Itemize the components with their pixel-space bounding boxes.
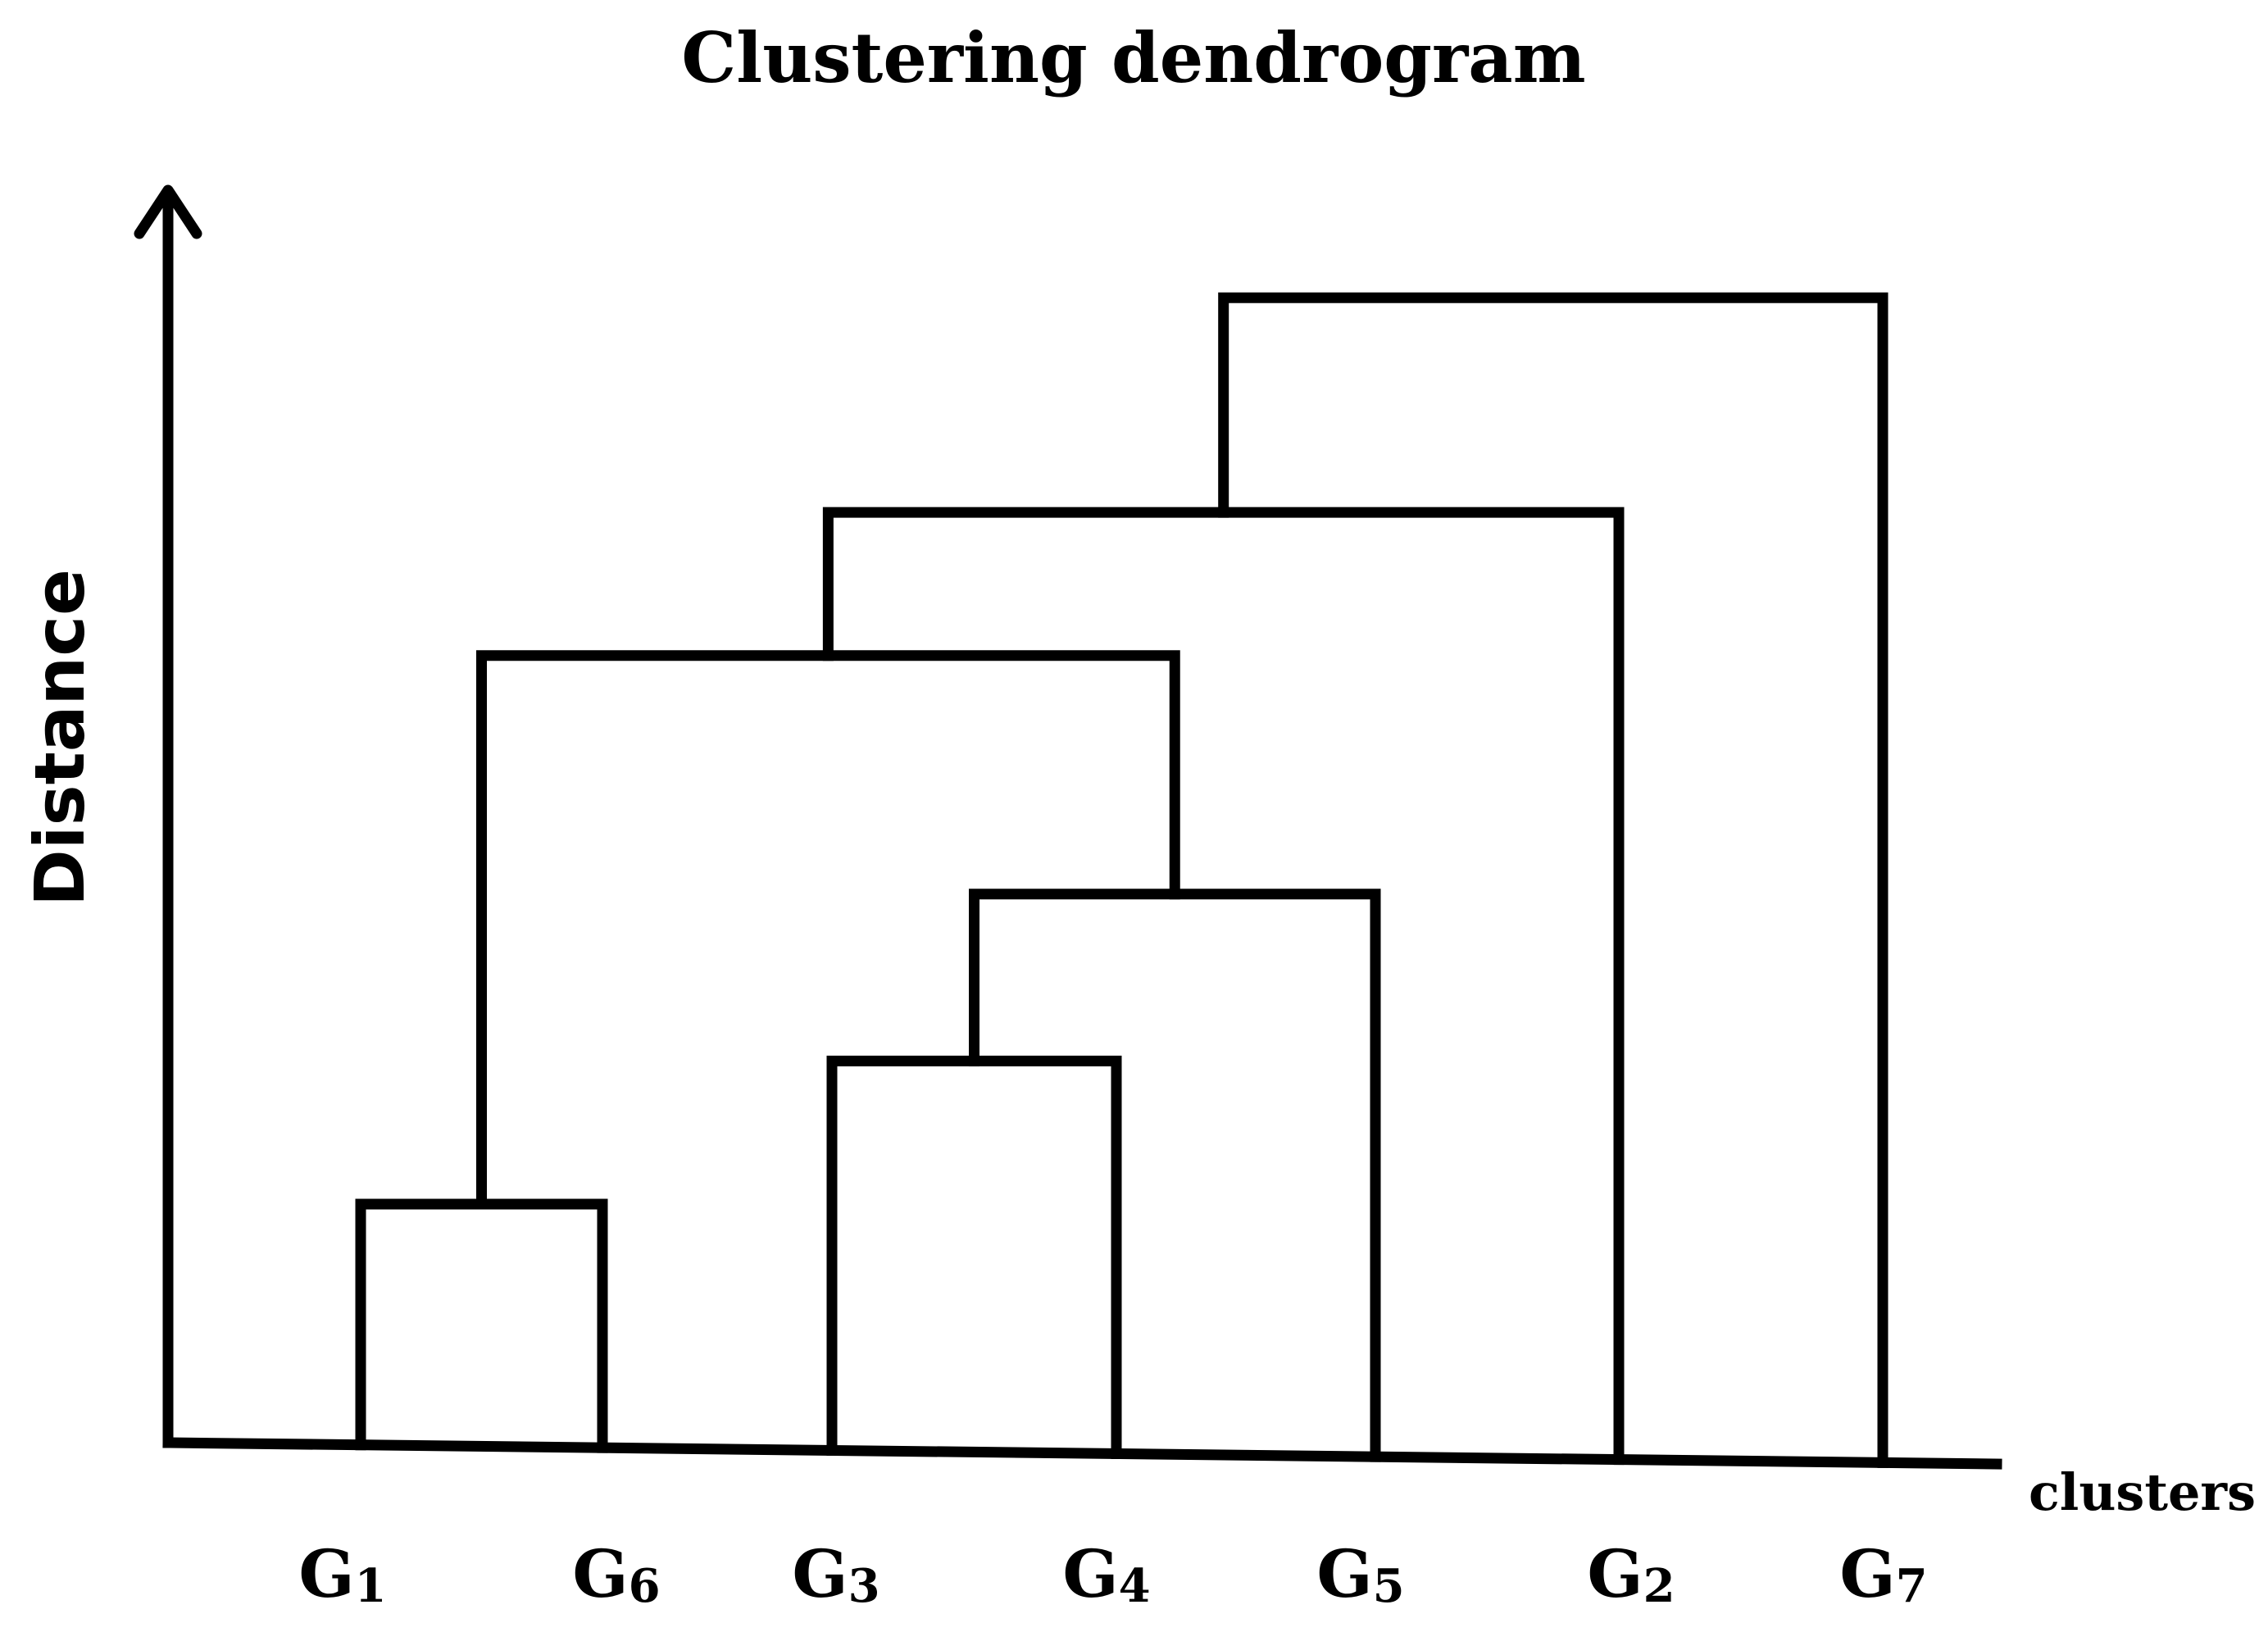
- leaf-label-g5: G5: [1316, 1535, 1404, 1613]
- leaf-index: 7: [1896, 1559, 1928, 1613]
- leaf-letter: G: [1062, 1535, 1118, 1612]
- leaf-index: 4: [1119, 1559, 1151, 1613]
- leaf-index: 1: [355, 1559, 387, 1613]
- leaf-label-g3: G3: [792, 1535, 879, 1613]
- leaf-letter: G: [1316, 1535, 1372, 1612]
- leaf-label-g1: G1: [298, 1535, 386, 1613]
- chart-title: Clustering dendrogram: [681, 17, 1585, 98]
- leaf-label-g2: G2: [1587, 1535, 1675, 1613]
- merge-link-G1-G6-G3-G4-G5-G2-with-G7: [1218, 292, 1888, 1468]
- y-axis-arrowhead: [134, 184, 202, 239]
- leaf-label-g7: G7: [1839, 1535, 1927, 1613]
- leaf-letter: G: [572, 1535, 628, 1612]
- leaf-labels: G1 G6 G3 G4 G5 G2 G7: [298, 1535, 1927, 1613]
- leaf-index: 2: [1643, 1559, 1675, 1613]
- y-axis-label: Distance: [20, 569, 100, 907]
- leaf-index: 6: [629, 1559, 661, 1613]
- leaf-index: 3: [848, 1559, 880, 1613]
- leaf-index: 5: [1373, 1559, 1405, 1613]
- x-axis-line: [162, 1437, 2002, 1470]
- merge-link-G3-G4-with-G5: [969, 889, 1381, 1462]
- leaf-label-g4: G4: [1062, 1535, 1150, 1613]
- dendrogram-links: [355, 292, 1888, 1468]
- leaf-label-g6: G6: [572, 1535, 660, 1613]
- leaf-letter: G: [298, 1535, 354, 1612]
- merge-link-G3-with-G4: [826, 1055, 1122, 1459]
- leaf-letter: G: [1587, 1535, 1643, 1612]
- leaf-letter: G: [792, 1535, 848, 1612]
- x-axis-label: clusters: [2029, 1462, 2256, 1522]
- merge-link-G1-with-G6: [355, 1198, 608, 1453]
- leaf-letter: G: [1839, 1535, 1895, 1612]
